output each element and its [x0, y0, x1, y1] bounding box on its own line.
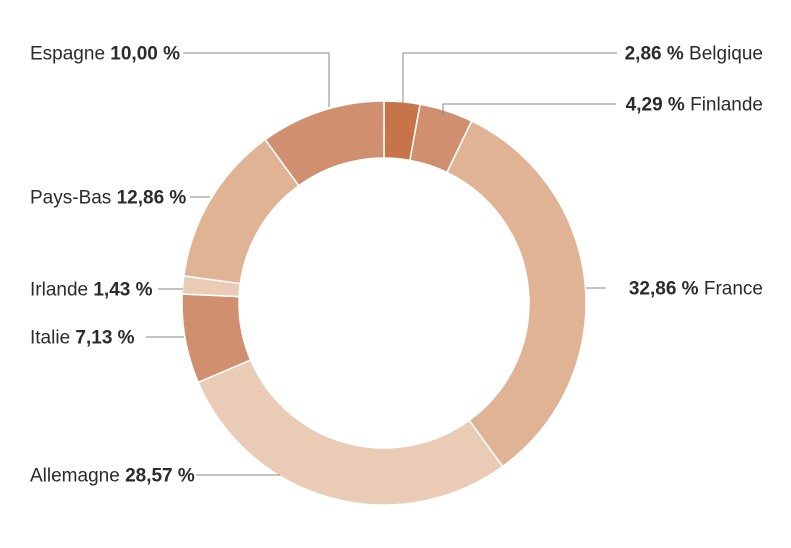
- label-name-finlande: Finlande: [685, 95, 763, 116]
- donut-slices: [181, 100, 587, 506]
- label-irlande: Irlande 1,43 %: [30, 280, 153, 301]
- leader-line-finlande: [442, 103, 616, 115]
- label-name-france: France: [699, 279, 763, 300]
- label-france: 32,86 % France: [629, 279, 763, 300]
- label-value-pays-bas: 12,86 %: [117, 188, 187, 209]
- label-name-belgique: Belgique: [684, 44, 763, 65]
- label-name-italie: Italie: [30, 328, 75, 349]
- label-allemagne: Allemagne 28,57 %: [30, 466, 195, 487]
- slice-labels: 2,86 % Belgique 4,29 % Finlande 32,86 % Fr…: [30, 44, 763, 487]
- label-name-espagne: Espagne: [30, 44, 110, 65]
- label-belgique: 2,86 % Belgique: [625, 44, 763, 65]
- label-value-irlande: 1,43 %: [93, 280, 152, 301]
- slice-allemagne: [197, 358, 504, 506]
- leader-lines: [146, 52, 617, 476]
- label-value-allemagne: 28,57 %: [125, 466, 195, 487]
- label-italie: Italie 7,13 %: [30, 328, 135, 349]
- leader-line-espagne: [183, 52, 330, 107]
- label-name-irlande: Irlande: [30, 280, 93, 301]
- label-pays-bas: Pays-Bas 12,86 %: [30, 188, 186, 209]
- label-value-belgique: 2,86 %: [625, 44, 684, 65]
- slice-france: [445, 120, 587, 468]
- label-value-france: 32,86 %: [629, 279, 699, 300]
- label-name-pays-bas: Pays-Bas: [30, 188, 117, 209]
- label-finlande: 4,29 % Finlande: [626, 95, 763, 116]
- leader-line-belgique: [402, 52, 617, 103]
- label-name-allemagne: Allemagne: [30, 466, 125, 487]
- label-value-espagne: 10,00 %: [110, 44, 180, 65]
- label-value-italie: 7,13 %: [75, 328, 134, 349]
- slice-espagne: [264, 100, 385, 187]
- label-value-finlande: 4,29 %: [626, 95, 685, 116]
- label-espagne: Espagne 10,00 %: [30, 44, 180, 65]
